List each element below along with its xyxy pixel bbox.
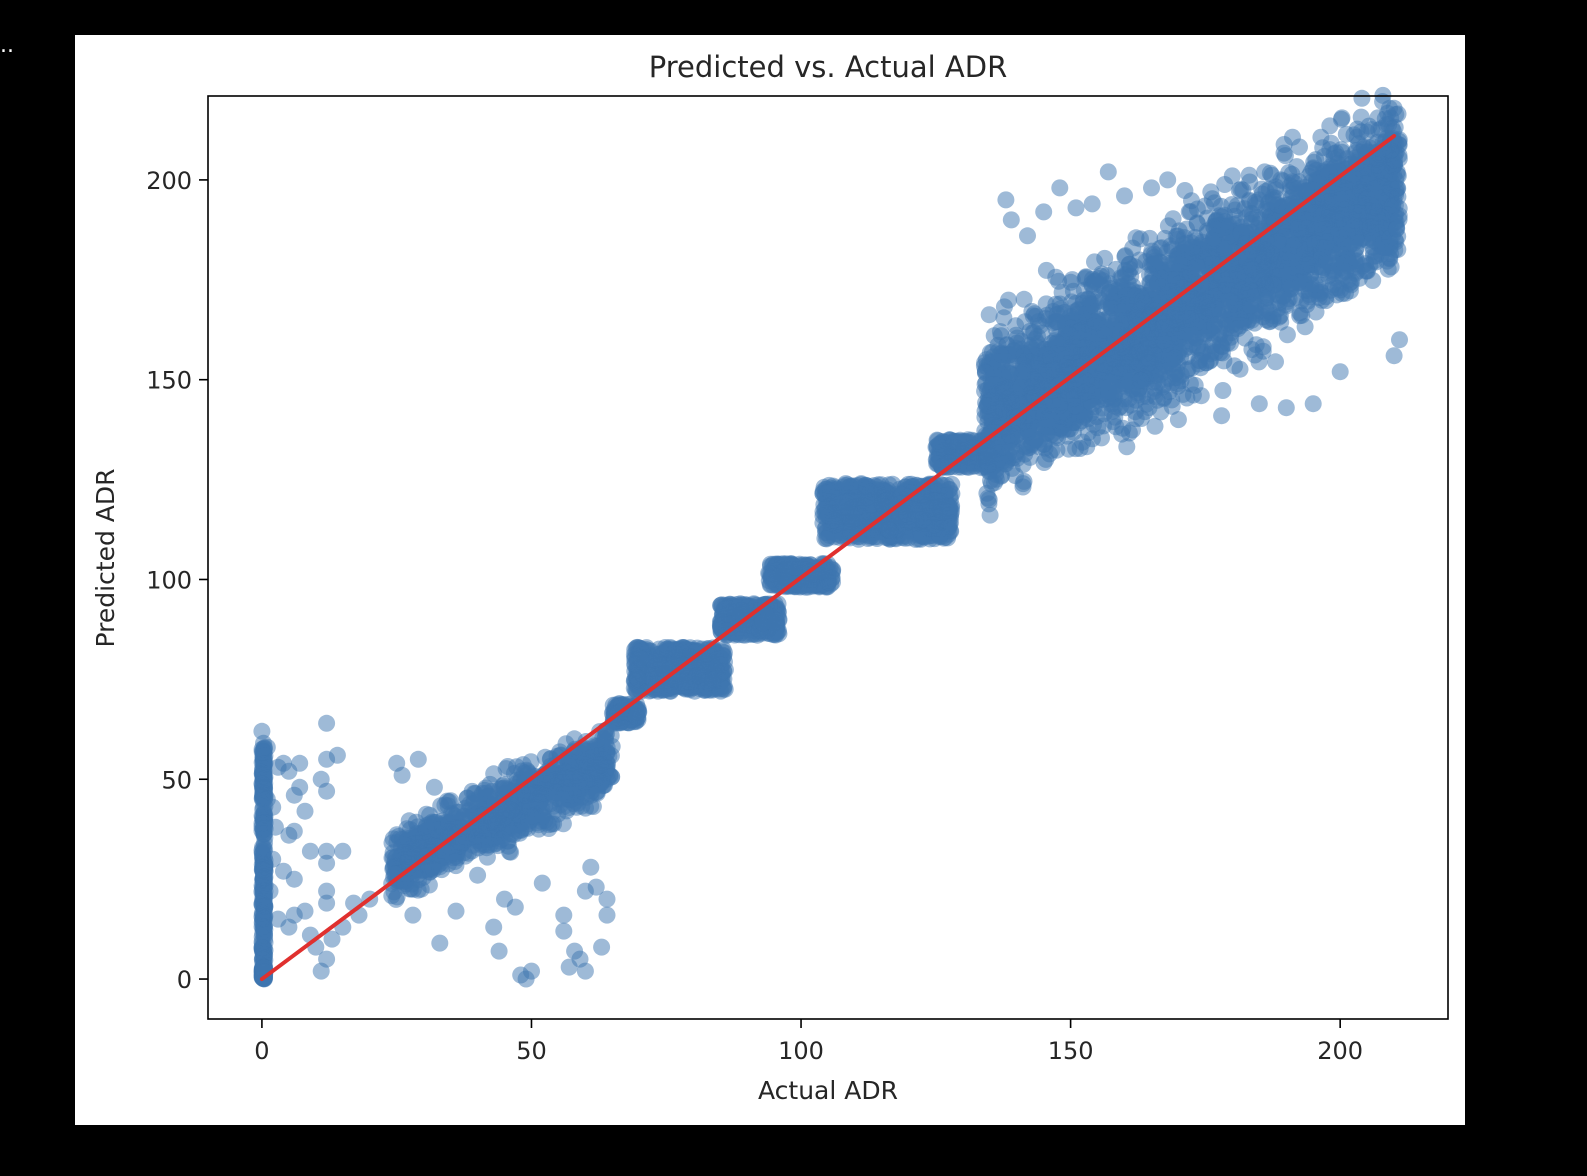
scatter-point bbox=[409, 881, 427, 899]
scatter-point bbox=[659, 640, 677, 658]
scatter-point bbox=[872, 476, 890, 494]
scatter-point bbox=[424, 861, 442, 879]
scatter-point bbox=[767, 626, 785, 644]
scatter-point bbox=[941, 499, 959, 517]
scatter-point bbox=[470, 819, 488, 836]
scatter-point bbox=[497, 760, 515, 778]
scatter-point bbox=[1015, 290, 1033, 308]
scatter-point bbox=[498, 817, 516, 835]
scatter-point bbox=[661, 682, 679, 700]
scatter-point bbox=[253, 939, 271, 956]
scatter-point bbox=[393, 830, 411, 848]
plot-area bbox=[207, 86, 1449, 1020]
scatter-point bbox=[896, 527, 914, 545]
scatter-point bbox=[909, 530, 927, 548]
scatter-point bbox=[564, 754, 582, 772]
scatter-point bbox=[1353, 89, 1371, 107]
scatter-point bbox=[941, 480, 959, 498]
scatter-point bbox=[838, 498, 856, 516]
scatter-point bbox=[432, 797, 450, 815]
scatter-point bbox=[603, 738, 621, 755]
scatter-point bbox=[417, 805, 435, 823]
scatter-point bbox=[722, 598, 740, 616]
scatter-point bbox=[573, 797, 591, 815]
scatter-point bbox=[736, 596, 754, 613]
scatter-point bbox=[517, 786, 534, 804]
scatter-point bbox=[458, 789, 476, 807]
scatter-point bbox=[627, 708, 645, 726]
scatter-point bbox=[980, 306, 998, 324]
scatter-point bbox=[767, 612, 785, 630]
cell-prompt-ellipsis: .. bbox=[0, 33, 14, 58]
scatter-point bbox=[912, 503, 930, 521]
scatter-point bbox=[663, 670, 680, 688]
scatter-point bbox=[754, 614, 772, 632]
scatter-point bbox=[603, 768, 621, 786]
scatter-point bbox=[832, 523, 850, 541]
scatter-point bbox=[857, 481, 875, 499]
scatter-point bbox=[591, 756, 609, 774]
scatter-point bbox=[926, 516, 944, 534]
scatter-point bbox=[675, 673, 693, 691]
scatter-point bbox=[995, 309, 1013, 327]
scatter-point bbox=[604, 713, 622, 731]
scatter-point bbox=[545, 802, 563, 820]
scatter-point bbox=[1278, 326, 1296, 344]
scatter-point bbox=[861, 496, 879, 513]
scatter-point bbox=[512, 821, 530, 839]
scatter-point bbox=[254, 767, 272, 785]
scatter-point bbox=[388, 888, 406, 906]
figure: Predicted vs. Actual ADR 0 50 100 150 200 05… bbox=[75, 35, 1465, 1125]
scatter-point bbox=[1321, 117, 1339, 135]
scatter-point bbox=[256, 897, 274, 915]
scatter-point bbox=[479, 787, 497, 805]
scatter-point bbox=[879, 521, 897, 539]
scatter-point bbox=[825, 511, 843, 529]
scatter-point bbox=[485, 809, 503, 827]
scatter-point bbox=[786, 558, 803, 576]
scatter-point bbox=[822, 483, 840, 501]
scatter-point bbox=[577, 733, 595, 750]
scatter-point bbox=[255, 910, 273, 928]
scatter-point bbox=[688, 667, 706, 685]
scatter-point bbox=[522, 807, 540, 825]
scatter-point bbox=[494, 777, 512, 795]
scatter-point bbox=[464, 836, 482, 854]
scatter-point bbox=[1214, 382, 1232, 399]
chart-title: Predicted vs. Actual ADR bbox=[649, 50, 1007, 84]
scatter-point bbox=[481, 836, 499, 854]
scatter-point bbox=[1267, 353, 1284, 371]
scatter-point bbox=[631, 650, 649, 668]
scatter-point bbox=[762, 570, 780, 588]
scatter-point bbox=[502, 801, 520, 819]
scatter-point bbox=[254, 868, 272, 886]
scatter-point bbox=[427, 821, 445, 839]
scatter-point bbox=[384, 849, 402, 867]
scatter-point bbox=[629, 669, 646, 687]
scatter-point bbox=[530, 785, 547, 803]
scatter-point bbox=[841, 478, 859, 496]
scatter-point bbox=[715, 680, 733, 698]
